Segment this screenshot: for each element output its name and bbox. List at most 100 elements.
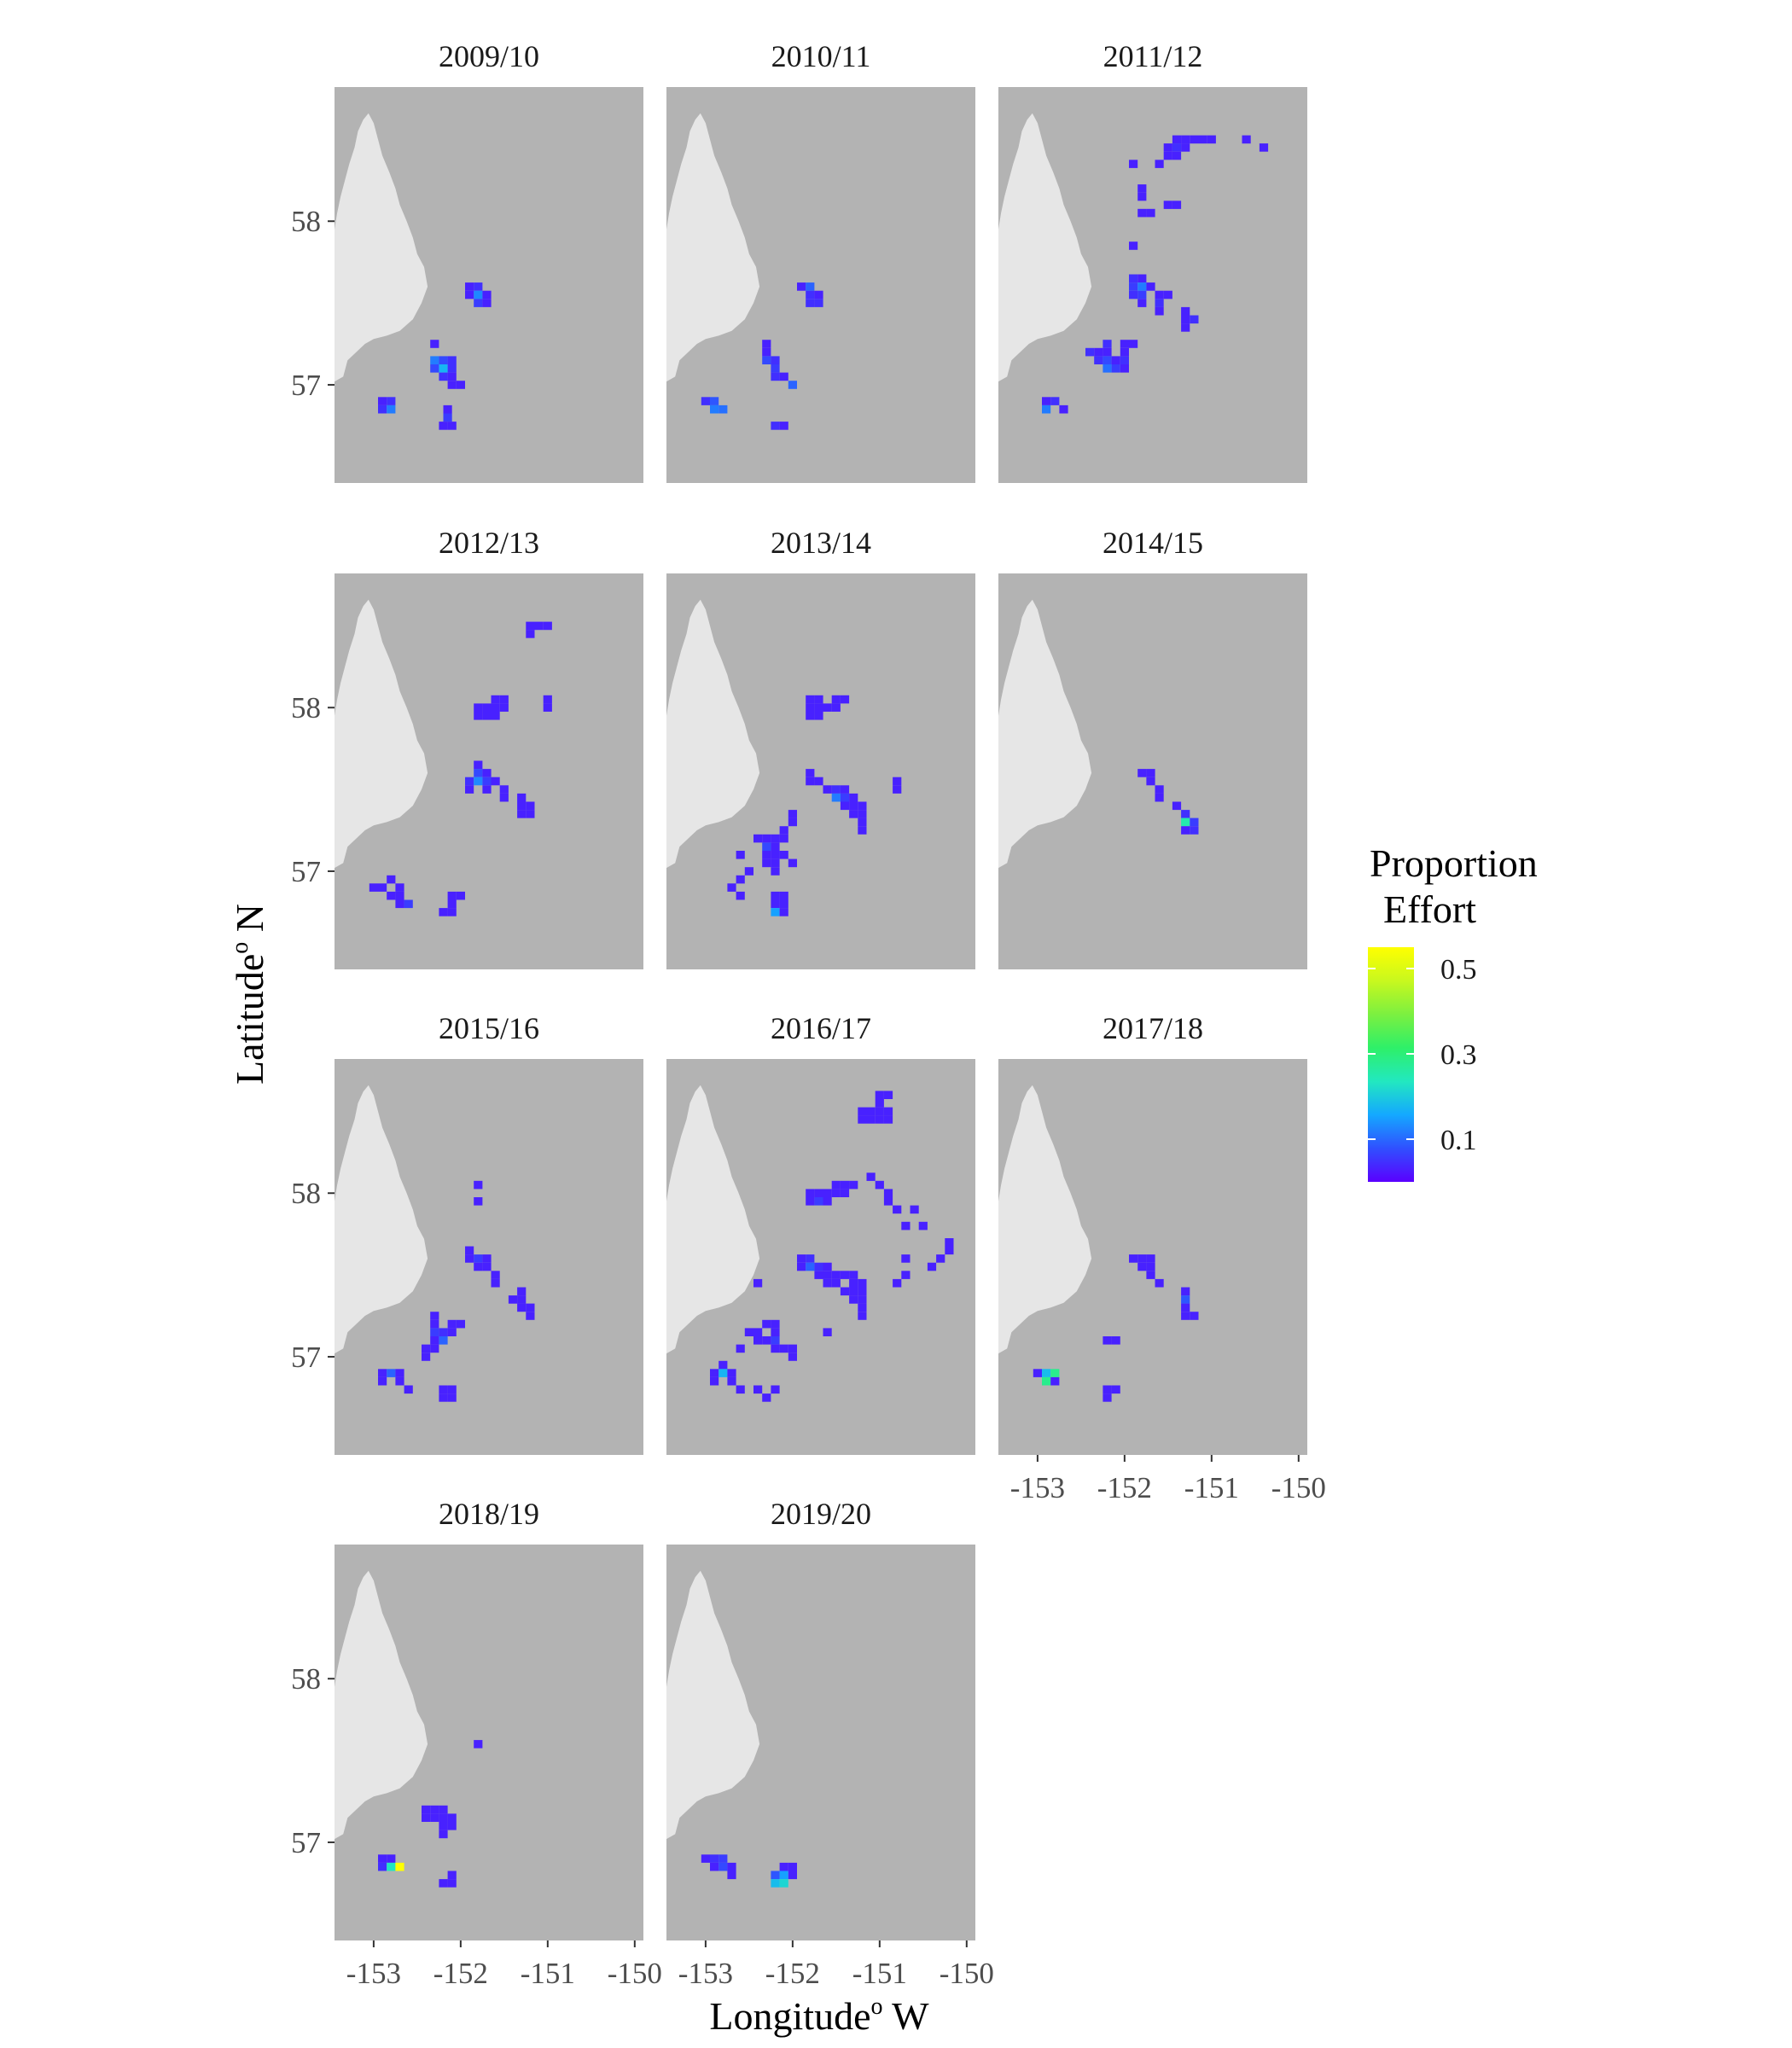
- effort-cell: [814, 712, 823, 720]
- facet-panel: 2012/13 57 58: [291, 526, 643, 969]
- effort-cell: [814, 1197, 823, 1206]
- effort-cell: [1146, 777, 1155, 786]
- land-mass: [998, 1085, 1092, 1354]
- y-tick-label: 58: [291, 1662, 321, 1696]
- effort-cell: [858, 1115, 867, 1124]
- effort-cell: [779, 899, 788, 909]
- effort-cell: [378, 397, 387, 405]
- effort-cell: [840, 793, 850, 802]
- effort-cell: [840, 801, 850, 811]
- effort-cell: [771, 422, 780, 430]
- effort-cell: [465, 1246, 474, 1255]
- x-axis-title: Longitudeo W: [709, 1993, 929, 2038]
- effort-cell: [1172, 201, 1182, 209]
- effort-cell: [1111, 1385, 1120, 1394]
- effort-cell: [543, 703, 552, 712]
- effort-cell: [814, 695, 823, 704]
- effort-cell: [443, 404, 452, 414]
- facet-panel: 2010/11: [666, 39, 975, 483]
- land-mass: [666, 1085, 760, 1354]
- effort-cell: [779, 826, 788, 835]
- facet-title: 2009/10: [439, 39, 539, 73]
- effort-cell: [849, 1287, 858, 1296]
- x-axis-title-degree: o: [870, 1993, 882, 2020]
- effort-cell: [439, 908, 448, 916]
- panel-plot-area: [998, 599, 1199, 869]
- effort-cell: [465, 777, 474, 786]
- effort-cell: [727, 1369, 736, 1377]
- legend-colorbar: [1368, 947, 1414, 1182]
- effort-cell: [1137, 192, 1147, 201]
- effort-cell: [1155, 793, 1164, 802]
- effort-cell: [491, 1278, 500, 1288]
- effort-cell: [762, 347, 771, 357]
- effort-cell: [901, 1221, 911, 1231]
- effort-cell: [439, 1393, 448, 1402]
- effort-cell: [1103, 1385, 1112, 1394]
- effort-cell: [814, 1189, 823, 1197]
- effort-cell: [797, 1262, 806, 1271]
- effort-cell: [1155, 290, 1164, 300]
- legend-title-line1: Proportion: [1370, 841, 1538, 885]
- effort-cell: [701, 397, 710, 405]
- effort-cell: [771, 842, 780, 851]
- effort-cell: [1129, 241, 1138, 250]
- effort-cell: [387, 1369, 396, 1377]
- effort-cell: [762, 858, 771, 868]
- effort-cell: [1059, 404, 1068, 414]
- effort-cell: [1207, 135, 1216, 144]
- effort-cell: [710, 397, 719, 405]
- facet-panel: 2017/18 -153 -152 -151 -150: [998, 1011, 1326, 1504]
- effort-cell: [814, 299, 823, 307]
- facet-panel: 2013/14: [666, 526, 975, 969]
- effort-cell: [474, 282, 483, 291]
- panel-plot-area: [666, 1085, 954, 1402]
- effort-cell: [517, 793, 527, 802]
- panel-plot-area: [335, 599, 552, 916]
- effort-cell: [378, 1369, 387, 1377]
- effort-cell: [831, 785, 841, 794]
- effort-cell: [482, 290, 492, 300]
- effort-cell: [840, 1271, 850, 1279]
- effort-cell: [474, 703, 483, 712]
- effort-cell: [806, 282, 815, 291]
- effort-cell: [1198, 135, 1207, 144]
- effort-cell: [395, 1376, 404, 1386]
- y-tick-label: 57: [291, 1826, 321, 1859]
- effort-cell: [387, 397, 396, 405]
- y-tick-label: 57: [291, 369, 321, 402]
- effort-cell: [447, 356, 457, 364]
- effort-cell: [499, 785, 509, 794]
- effort-cell: [779, 834, 788, 843]
- effort-cell: [883, 1107, 893, 1116]
- effort-cell: [806, 1262, 815, 1271]
- effort-cell: [788, 858, 797, 868]
- effort-cell: [1146, 769, 1155, 777]
- effort-cell: [387, 404, 396, 414]
- effort-cell: [430, 1312, 439, 1320]
- effort-cell: [831, 695, 841, 704]
- effort-cell: [491, 695, 500, 704]
- effort-cell: [771, 899, 780, 909]
- effort-cell: [491, 712, 500, 720]
- effort-cell: [443, 413, 452, 422]
- effort-cell: [806, 769, 815, 777]
- effort-cell: [439, 1805, 448, 1814]
- effort-cell: [779, 891, 788, 900]
- effort-cell: [369, 883, 378, 892]
- effort-cell: [1190, 826, 1199, 835]
- effort-cell: [788, 1344, 797, 1353]
- effort-cell: [840, 1189, 850, 1197]
- effort-cell: [719, 1862, 728, 1871]
- effort-cell: [858, 801, 867, 811]
- x-tick-label: -152: [1097, 1471, 1152, 1504]
- effort-cell: [858, 810, 867, 818]
- effort-cell: [771, 1385, 780, 1394]
- effort-cell: [840, 695, 850, 704]
- facet-title: 2012/13: [439, 526, 539, 560]
- effort-cell: [1146, 1262, 1155, 1271]
- effort-cell: [771, 1871, 780, 1880]
- effort-cell: [474, 760, 483, 770]
- effort-cell: [387, 1862, 396, 1871]
- effort-cell: [771, 1319, 780, 1329]
